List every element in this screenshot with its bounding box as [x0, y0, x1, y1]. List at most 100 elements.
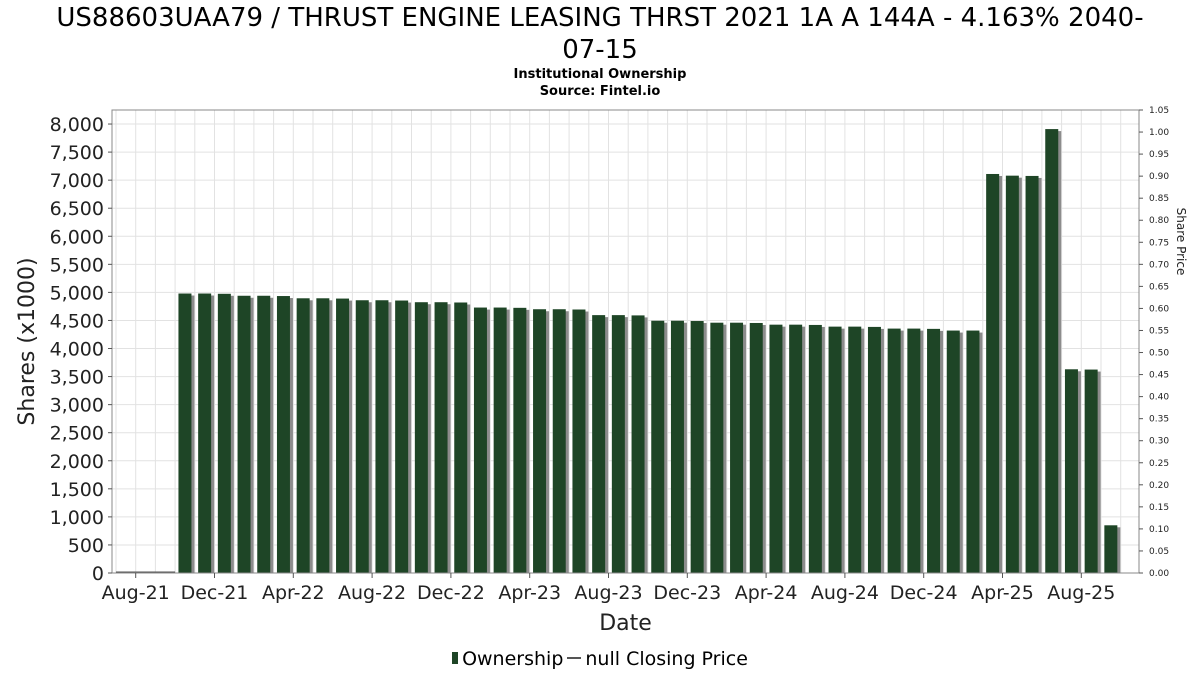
y2-tick-label: 1.05	[1149, 106, 1169, 116]
bar	[473, 307, 487, 573]
y2-tick-label: 0.50	[1149, 349, 1169, 359]
bar	[670, 320, 684, 573]
bar	[1045, 129, 1059, 573]
x-tick-label: Aug-21	[102, 582, 170, 604]
y-tick-label: 3,500	[50, 367, 104, 389]
bar	[217, 293, 231, 573]
x-tick-label: Dec-22	[417, 582, 485, 604]
y2-tick-label: 0.20	[1149, 481, 1169, 491]
bar	[296, 298, 310, 573]
bar	[631, 315, 645, 573]
bar	[730, 322, 744, 573]
y2-tick-label: 0.85	[1149, 194, 1169, 204]
y2-tick-label: 0.95	[1149, 150, 1169, 160]
x-tick-label: Apr-23	[498, 582, 561, 604]
bar	[887, 328, 901, 573]
y2-tick-label: 1.00	[1149, 128, 1169, 138]
y-tick-label: 7,500	[50, 142, 104, 164]
y-tick-label: 1,500	[50, 479, 104, 501]
y2-tick-label: 0.90	[1149, 172, 1169, 182]
bar	[513, 307, 527, 573]
y-tick-label: 6,000	[50, 226, 104, 248]
y2-tick-label: 0.80	[1149, 216, 1169, 226]
bar	[651, 320, 665, 573]
bar	[316, 298, 330, 573]
x-tick-label: Apr-24	[735, 582, 798, 604]
bar	[611, 315, 625, 573]
legend-price-line	[567, 657, 582, 659]
bar	[336, 298, 350, 573]
y-tick-label: 3,000	[50, 395, 104, 417]
chart-title-line-2: 07-15	[562, 35, 638, 65]
y-tick-label: 4,500	[50, 310, 104, 332]
bar	[178, 293, 192, 573]
y2-tick-label: 0.70	[1149, 260, 1169, 270]
y-tick-label: 4,000	[50, 339, 104, 361]
bar	[690, 321, 704, 573]
y-tick-label: 2,000	[50, 451, 104, 473]
bar	[986, 173, 1000, 573]
bar	[1104, 525, 1118, 573]
x-tick-label: Aug-22	[338, 582, 406, 604]
bar	[867, 326, 881, 573]
chart-source: Source: Fintel.io	[539, 84, 661, 99]
bar	[808, 324, 822, 573]
legend: Ownership null Closing Price	[0, 647, 1200, 671]
y-tick-label: 6,500	[50, 198, 104, 220]
bar	[257, 295, 271, 573]
bar	[414, 302, 428, 573]
y2-tick-label: 0.15	[1149, 503, 1169, 513]
x-tick-label: Aug-25	[1047, 582, 1115, 604]
bar	[355, 300, 369, 573]
bar	[237, 295, 251, 573]
x-tick-label: Aug-23	[574, 582, 642, 604]
y-tick-label: 1,000	[50, 507, 104, 529]
y2-tick-label: 0.75	[1149, 238, 1169, 248]
bar	[828, 326, 842, 573]
y2-tick-label: 0.05	[1149, 547, 1169, 557]
bar	[789, 324, 803, 573]
bar	[710, 322, 724, 573]
legend-ownership-swatch	[452, 652, 459, 664]
y2-tick-label: 0.40	[1149, 393, 1169, 403]
legend-ownership-label: Ownership	[462, 648, 564, 670]
y-tick-label: 0	[92, 563, 104, 585]
y2-axis-title: Share Price	[1174, 208, 1188, 276]
x-tick-label: Aug-24	[811, 582, 879, 604]
y-tick-label: 5,500	[50, 254, 104, 276]
y2-tick-label: 0.00	[1149, 569, 1169, 579]
bar	[1064, 369, 1078, 573]
chart-title: US88603UAA79 / THRUST ENGINE LEASING THR…	[0, 2, 1200, 66]
bar	[946, 330, 960, 573]
x-tick-label: Dec-24	[890, 582, 958, 604]
bar	[592, 315, 606, 573]
y-tick-label: 8,000	[50, 114, 104, 136]
plot-border	[111, 109, 1140, 574]
bar	[276, 296, 290, 573]
bar	[749, 322, 763, 573]
x-tick-label: Apr-22	[262, 582, 325, 604]
y2-tick-label: 0.10	[1149, 525, 1169, 535]
y2-tick-label: 0.35	[1149, 415, 1169, 425]
y2-tick-label: 0.60	[1149, 304, 1169, 314]
bar	[769, 324, 783, 573]
bar	[493, 307, 507, 573]
y2-tick-label: 0.55	[1149, 326, 1169, 336]
bar	[1025, 175, 1039, 573]
chart-subtitle: Institutional Ownership	[513, 67, 687, 82]
x-tick-label: Dec-23	[653, 582, 721, 604]
y2-tick-label: 0.65	[1149, 282, 1169, 292]
bar	[454, 302, 468, 573]
x-tick-label: Apr-25	[971, 582, 1034, 604]
y2-tick-label: 0.30	[1149, 437, 1169, 447]
y-tick-label: 2,500	[50, 423, 104, 445]
bar	[552, 309, 566, 573]
y-axis-title: Shares (x1000)	[15, 257, 40, 425]
bar	[966, 330, 980, 573]
bar	[434, 302, 448, 573]
bar	[848, 326, 862, 573]
x-axis-title: Date	[599, 611, 652, 636]
bar	[572, 309, 586, 573]
bar	[927, 328, 941, 573]
